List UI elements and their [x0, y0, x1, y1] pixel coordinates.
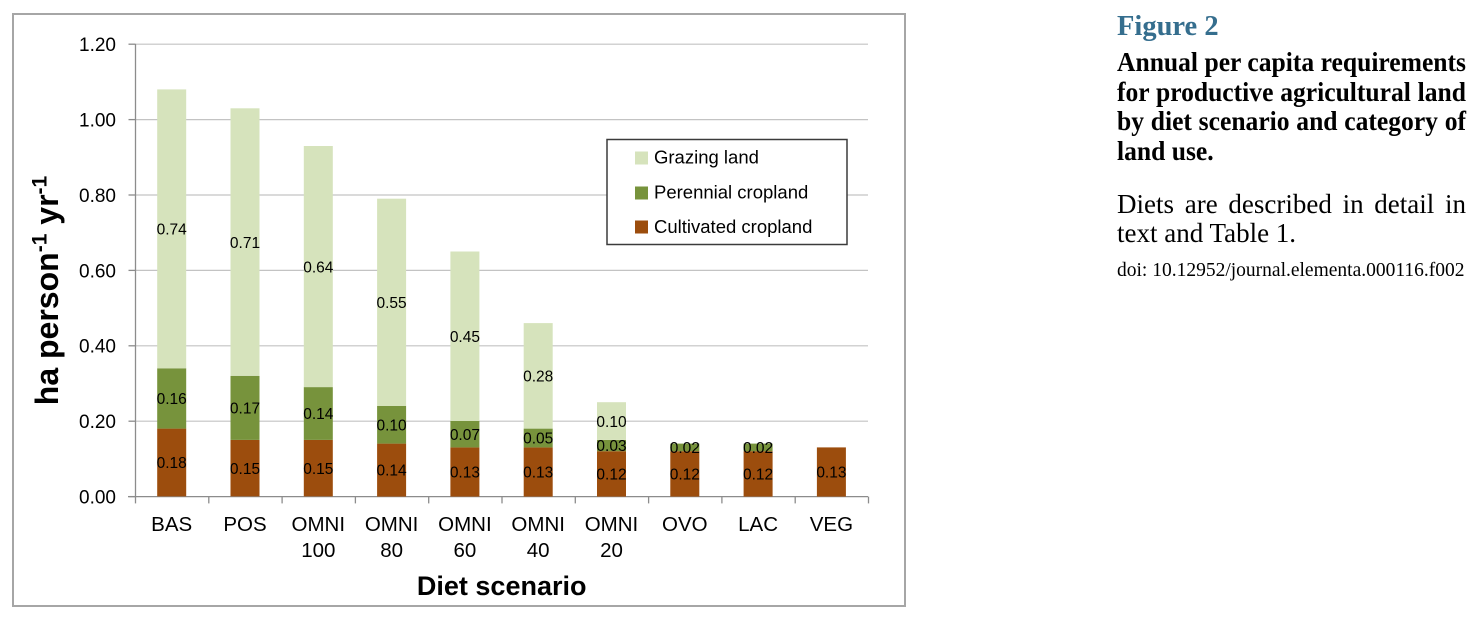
svg-text:0.15: 0.15 [230, 461, 260, 478]
svg-text:BAS: BAS [151, 513, 192, 536]
svg-text:0.10: 0.10 [596, 414, 627, 431]
svg-text:0.07: 0.07 [450, 427, 480, 444]
svg-text:0.10: 0.10 [377, 418, 408, 435]
svg-text:0.80: 0.80 [79, 186, 116, 207]
svg-text:0.14: 0.14 [377, 463, 408, 480]
svg-text:0.20: 0.20 [79, 412, 116, 433]
svg-text:0.12: 0.12 [670, 467, 700, 484]
svg-text:60: 60 [453, 539, 476, 562]
svg-text:20: 20 [600, 539, 623, 562]
svg-text:0.03: 0.03 [596, 438, 626, 455]
svg-text:0.14: 0.14 [303, 406, 334, 423]
svg-text:OMNI: OMNI [365, 513, 419, 536]
svg-text:OMNI: OMNI [438, 513, 492, 536]
svg-text:1.00: 1.00 [79, 111, 116, 132]
svg-text:Cultivated cropland: Cultivated cropland [654, 216, 812, 237]
svg-text:0.18: 0.18 [157, 455, 187, 472]
svg-text:0.12: 0.12 [743, 467, 773, 484]
svg-text:Perennial cropland: Perennial cropland [654, 182, 808, 203]
svg-text:0.16: 0.16 [157, 391, 187, 408]
svg-text:0.71: 0.71 [230, 235, 260, 252]
svg-text:LAC: LAC [738, 513, 778, 536]
svg-text:80: 80 [380, 539, 403, 562]
svg-text:OMNI: OMNI [511, 513, 565, 536]
svg-text:ha person-1 yr-1: ha person-1 yr-1 [29, 175, 66, 405]
svg-text:Diet scenario: Diet scenario [417, 571, 587, 601]
svg-text:0.64: 0.64 [303, 259, 334, 276]
svg-text:0.28: 0.28 [523, 369, 553, 386]
svg-text:OMNI: OMNI [292, 513, 346, 536]
svg-text:0.74: 0.74 [157, 222, 188, 239]
svg-text:POS: POS [223, 513, 266, 536]
svg-text:40: 40 [527, 539, 550, 562]
svg-text:0.45: 0.45 [450, 329, 480, 346]
svg-text:Grazing land: Grazing land [654, 147, 759, 168]
svg-text:0.17: 0.17 [230, 401, 260, 418]
svg-text:0.12: 0.12 [596, 467, 626, 484]
svg-text:100: 100 [301, 539, 335, 562]
svg-text:0.40: 0.40 [79, 337, 116, 358]
svg-text:0.02: 0.02 [670, 440, 700, 457]
svg-text:1.20: 1.20 [79, 35, 116, 56]
svg-text:0.00: 0.00 [79, 488, 116, 509]
svg-text:VEG: VEG [810, 513, 853, 536]
svg-text:0.13: 0.13 [816, 465, 846, 482]
svg-text:OVO: OVO [662, 513, 708, 536]
svg-text:0.55: 0.55 [377, 295, 407, 312]
svg-text:0.13: 0.13 [450, 465, 480, 482]
svg-text:0.15: 0.15 [303, 461, 333, 478]
svg-text:0.60: 0.60 [79, 261, 116, 282]
svg-text:0.02: 0.02 [743, 440, 773, 457]
svg-text:0.13: 0.13 [523, 465, 553, 482]
svg-text:OMNI: OMNI [585, 513, 639, 536]
svg-text:0.05: 0.05 [523, 431, 553, 448]
